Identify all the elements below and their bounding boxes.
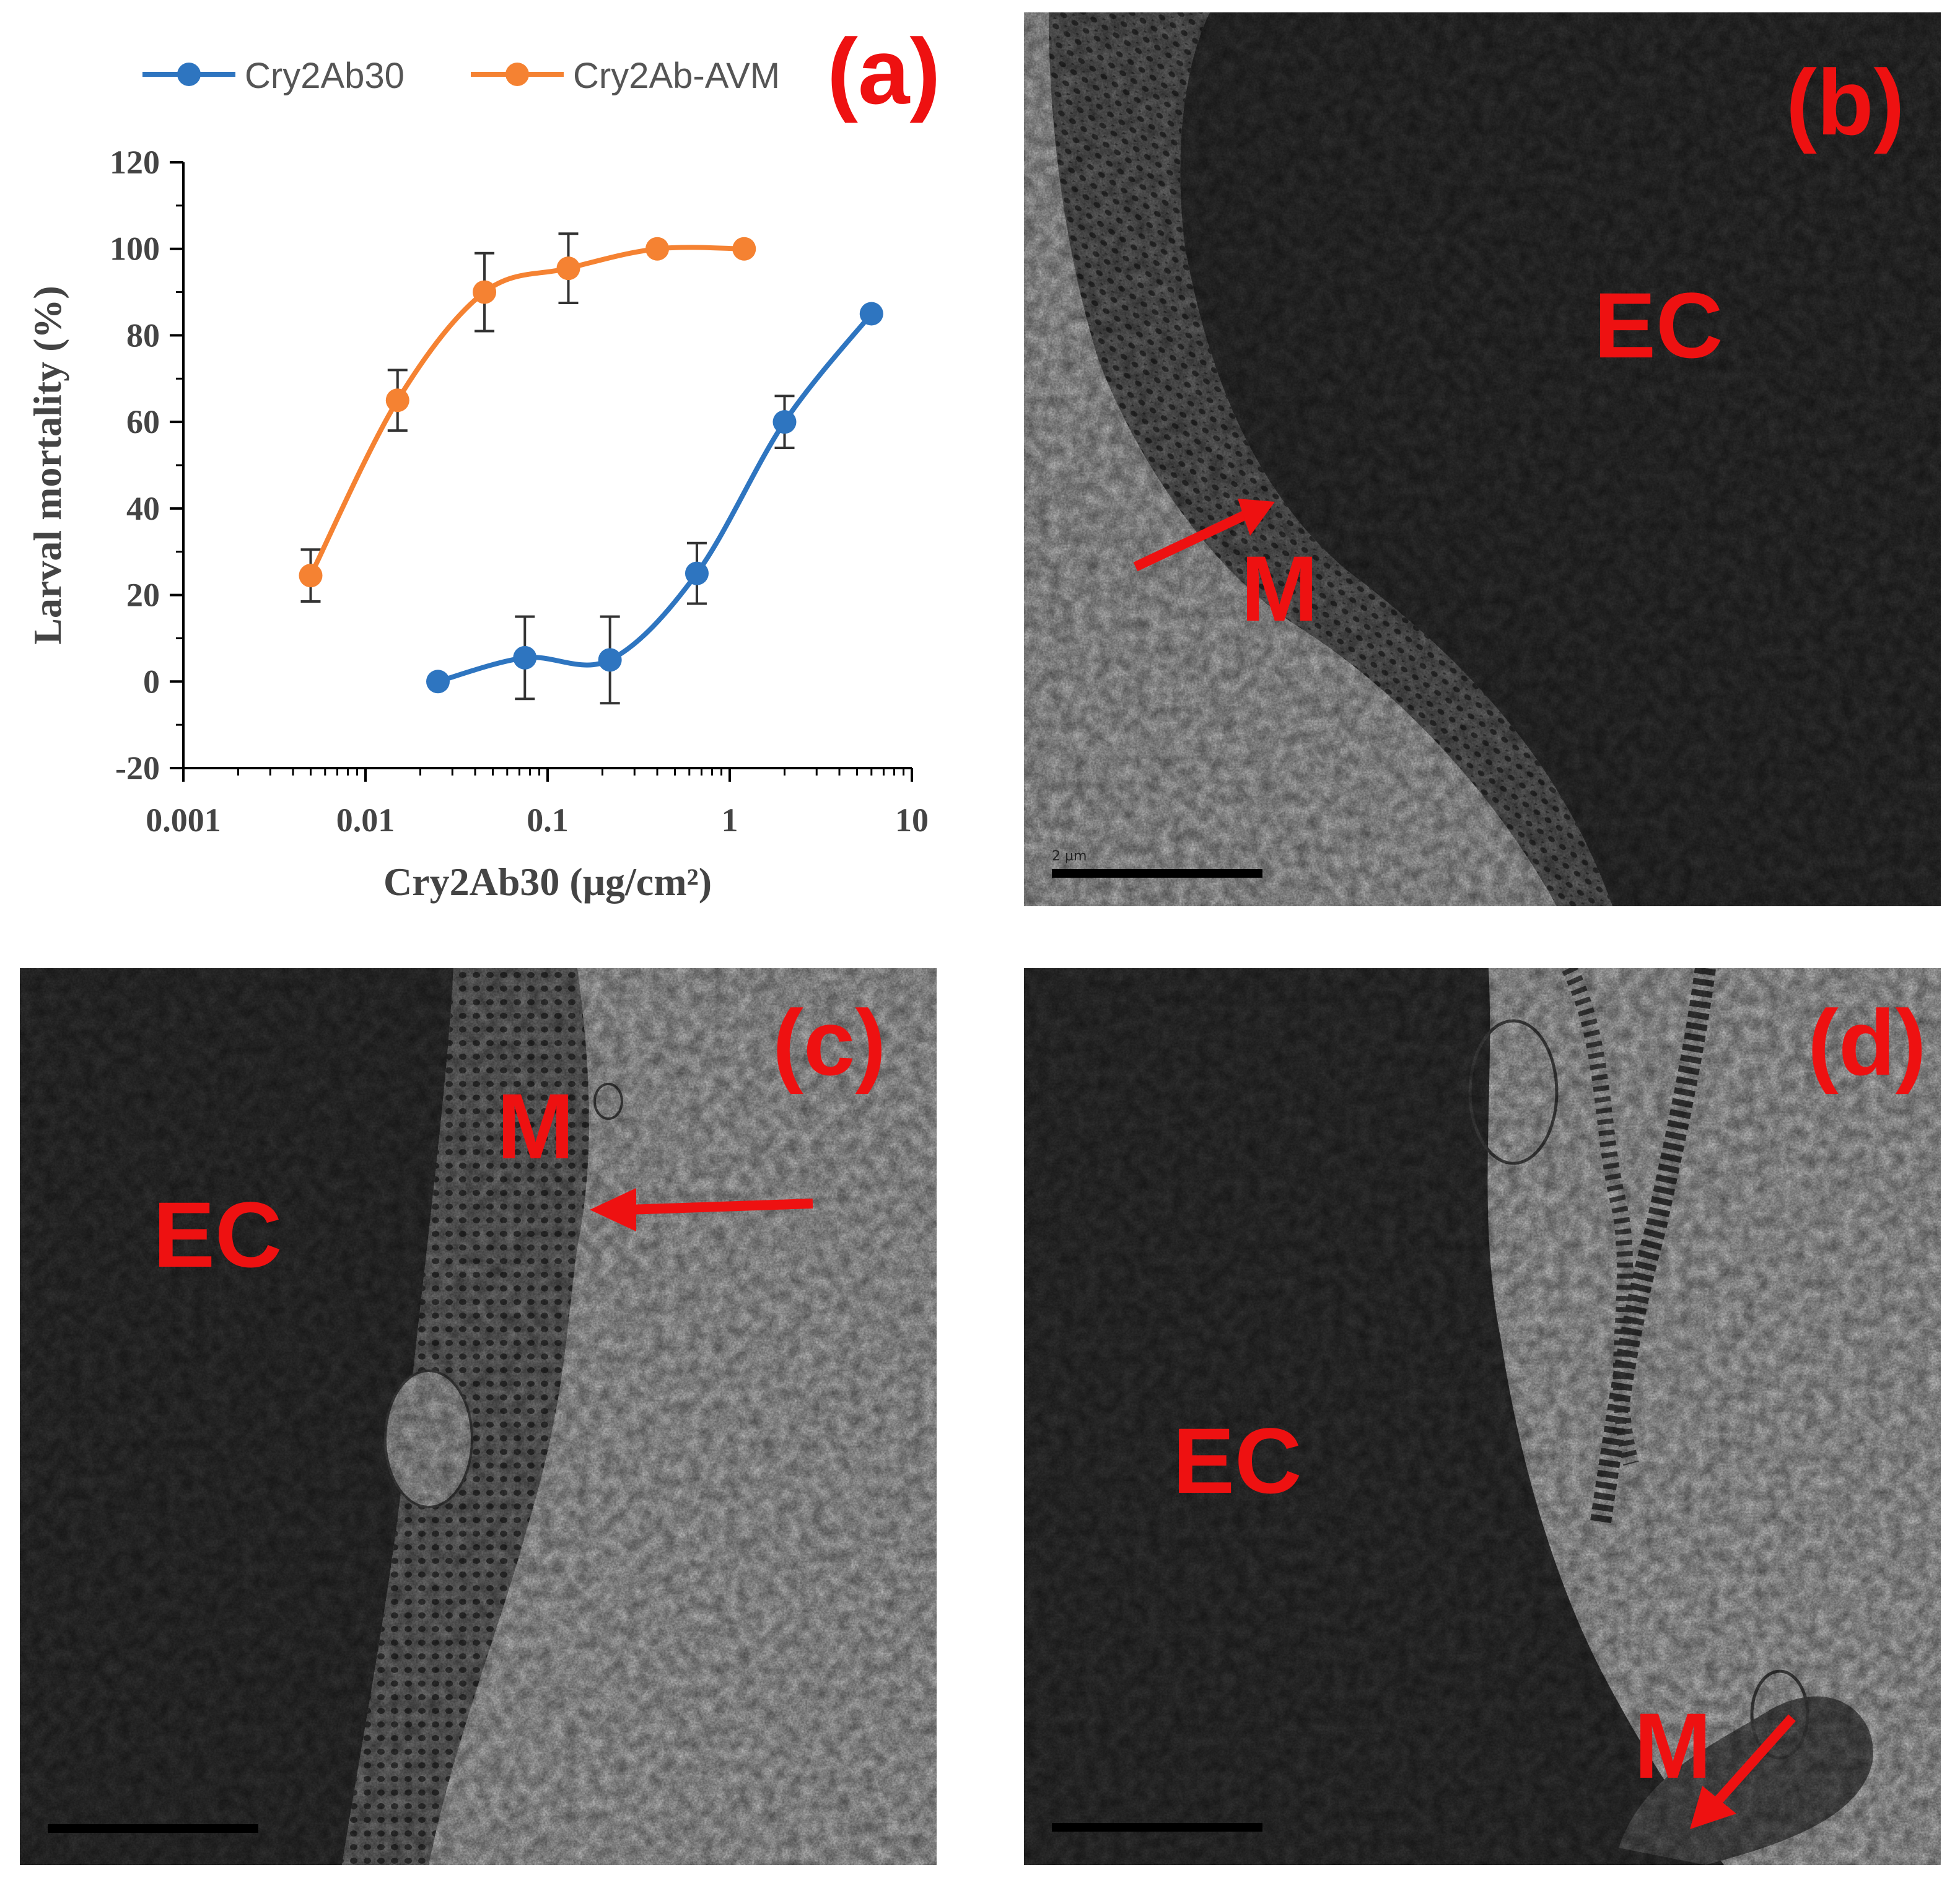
panel-b-tem-image: (b) EC M 2 µm <box>1024 12 1941 906</box>
ec-label-c: EC <box>153 1182 282 1287</box>
tem-micrograph-d <box>1024 968 1941 1865</box>
x-tick-label: 10 <box>895 802 929 839</box>
y-tick-label: -20 <box>115 750 160 787</box>
data-point-cry2ab30 <box>426 670 450 694</box>
m-label-b: M <box>1241 536 1318 640</box>
scale-bar-c <box>48 1824 258 1833</box>
data-point-cry2ab30 <box>685 561 709 585</box>
data-point-cry2ab-avm <box>732 237 756 261</box>
ec-label-d: EC <box>1173 1409 1302 1513</box>
m-label-d: M <box>1634 1694 1712 1798</box>
panel-letter-a: (a) <box>827 19 941 123</box>
panel-letter-b: (b) <box>1786 50 1905 154</box>
panel-letter-d: (d) <box>1808 990 1927 1095</box>
y-tick-label: 0 <box>143 663 160 700</box>
scale-text-b: 2 µm <box>1052 849 1087 864</box>
panel-d-tem-image: (d) EC M <box>1024 968 1941 1865</box>
y-tick-label: 80 <box>126 317 160 354</box>
y-tick-label: 40 <box>126 490 160 527</box>
x-tick-label: 0.001 <box>146 802 221 839</box>
ec-label-b: EC <box>1594 273 1723 377</box>
y-axis-label: Larval mortality (%) <box>25 286 69 644</box>
panel-a-chart: -20 0 20 40 60 80 100 120 0.001 0.01 0.1 1 10 Cry2Ab3… <box>0 0 991 929</box>
panel-letter-c: (c) <box>772 990 886 1095</box>
panel-c-tem-image: (c) EC M <box>20 968 937 1865</box>
data-point-cry2ab-avm <box>299 564 323 588</box>
x-tick-label: 0.1 <box>527 802 569 839</box>
scale-bar-d <box>1052 1823 1262 1832</box>
data-point-cry2ab30 <box>859 302 883 326</box>
series-line-cry2ab-avm <box>308 245 745 577</box>
y-tick-label: 100 <box>110 230 160 268</box>
legend-label-cry2ab-avm: Cry2Ab-AVM <box>573 56 780 96</box>
legend-marker-cry2ab-avm <box>505 63 529 86</box>
data-point-cry2ab-avm <box>645 237 670 261</box>
y-tick-label: 20 <box>126 577 160 614</box>
scale-bar-b <box>1052 869 1262 878</box>
series-line-cry2ab30 <box>437 312 873 684</box>
y-tick-label: 120 <box>110 144 160 181</box>
data-point-cry2ab-avm <box>385 388 409 413</box>
y-tick-label: 60 <box>126 403 160 440</box>
arrow-c <box>590 1188 813 1231</box>
legend-label-cry2ab30: Cry2Ab30 <box>245 56 405 96</box>
mortality-chart: -20 0 20 40 60 80 100 120 0.001 0.01 0.1 1 10 Cry2Ab3… <box>25 56 929 904</box>
arrow-d <box>1690 1714 1796 1829</box>
data-point-cry2ab-avm <box>473 280 497 304</box>
x-axis-label: Cry2Ab30 (μg/cm²) <box>383 860 712 904</box>
data-point-cry2ab30 <box>598 648 622 672</box>
data-point-cry2ab30 <box>772 410 797 434</box>
tem-micrograph-b <box>1024 12 1941 906</box>
x-tick-label: 0.01 <box>336 802 395 839</box>
tem-micrograph-c <box>20 968 937 1865</box>
data-point-cry2ab30 <box>513 645 537 670</box>
data-point-cry2ab-avm <box>556 256 580 281</box>
m-label-c: M <box>497 1074 574 1178</box>
arrow-b <box>1133 499 1275 572</box>
legend-marker-cry2ab30 <box>177 63 201 86</box>
x-tick-label: 1 <box>722 802 738 839</box>
